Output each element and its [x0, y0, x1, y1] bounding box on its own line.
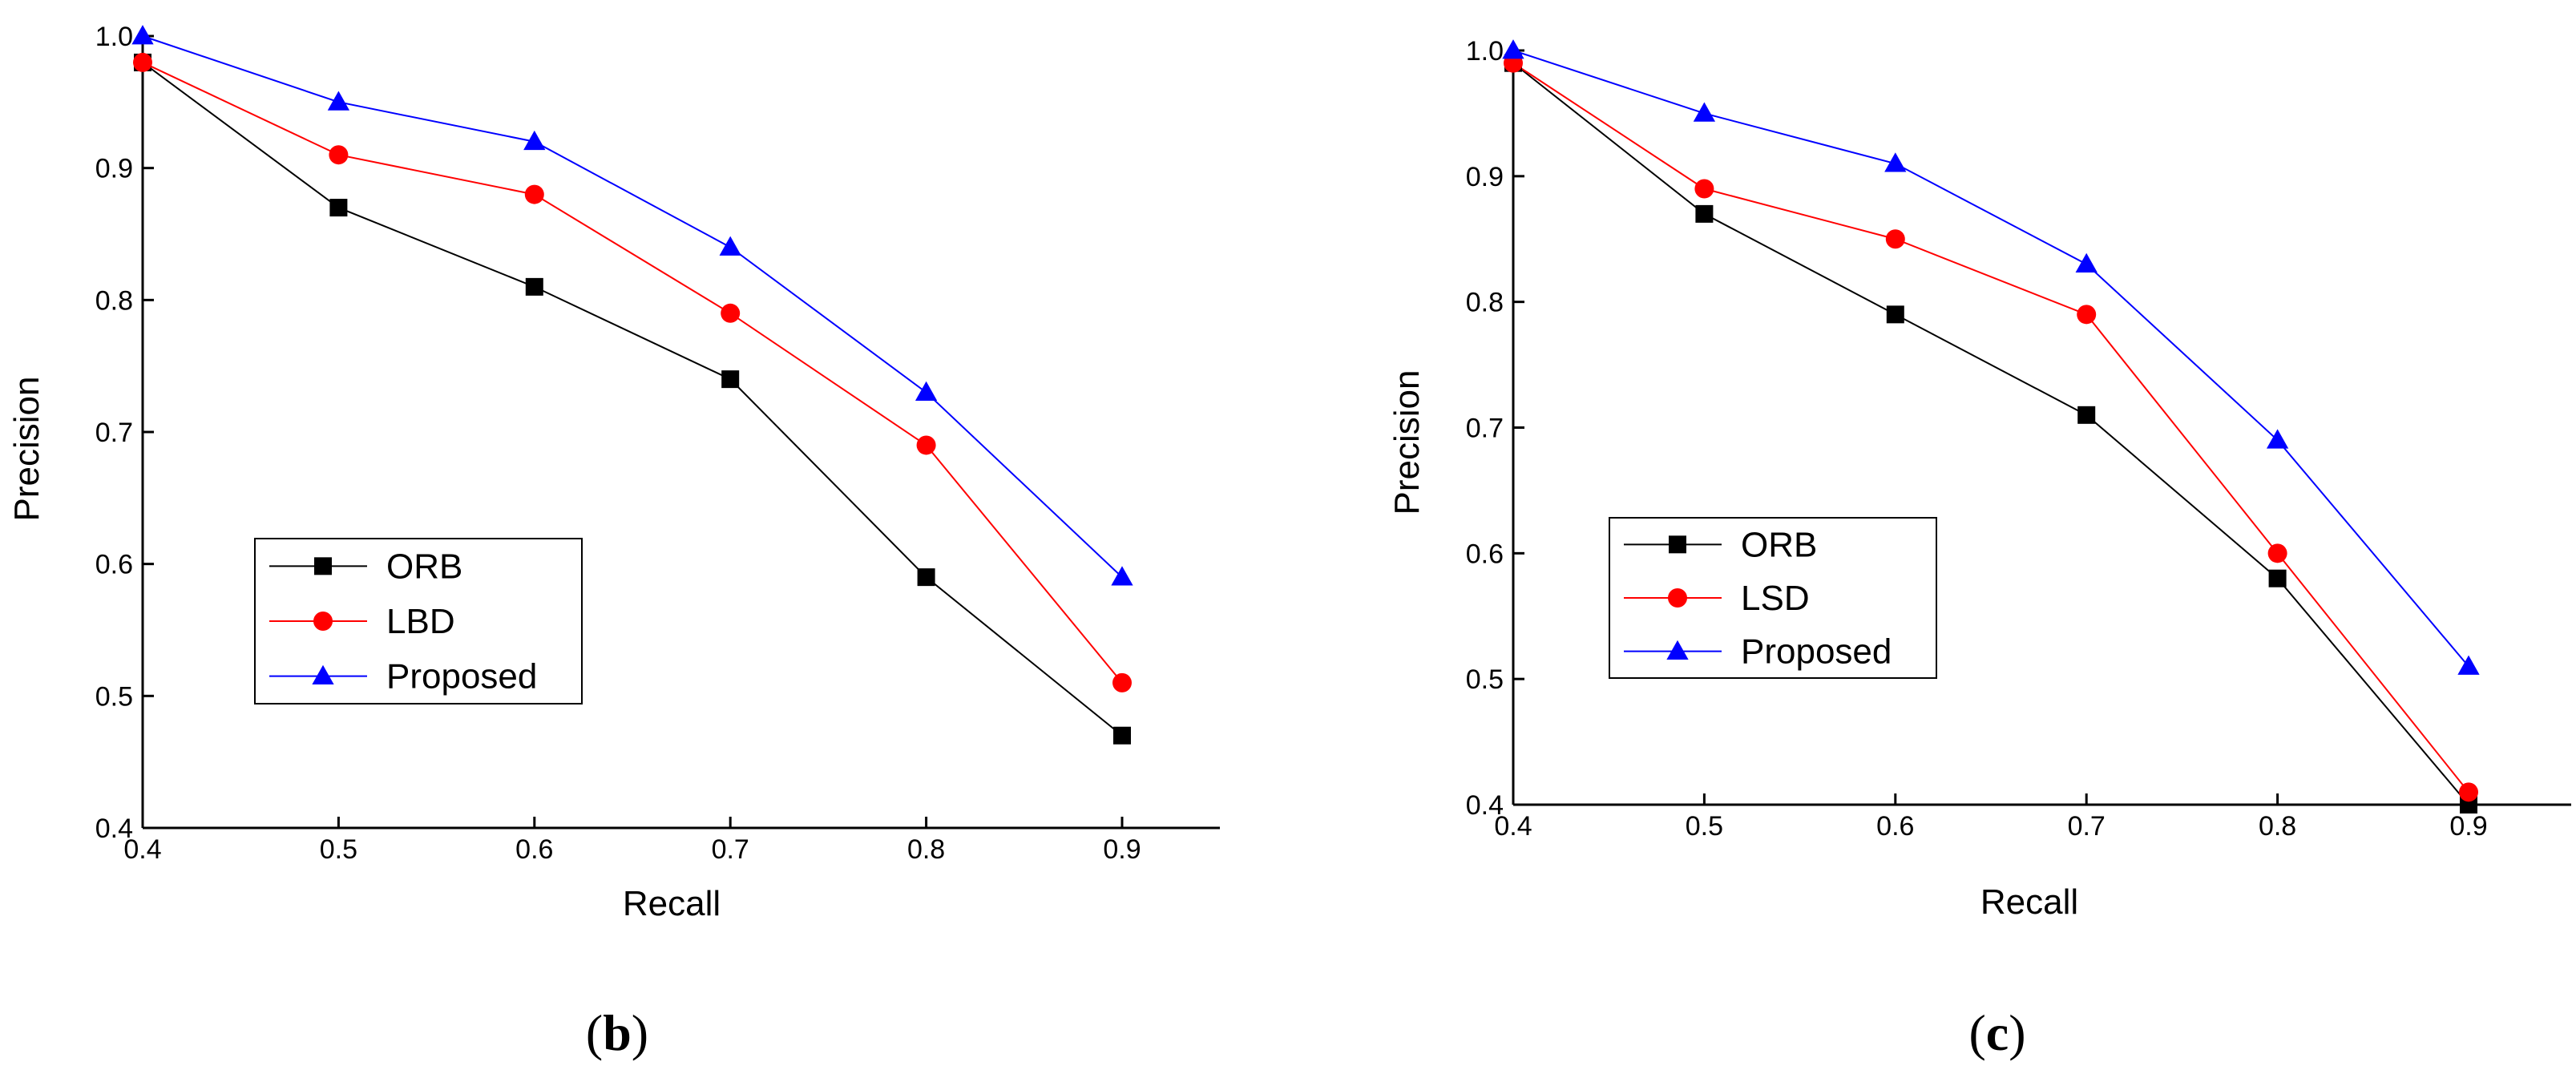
data-point-lsd [2459, 782, 2478, 802]
legend-label-lbd: LBD [386, 602, 455, 641]
data-point-orb [1113, 726, 1131, 745]
data-point-orb [1886, 305, 1904, 324]
data-point-orb [721, 370, 740, 389]
series-line-proposed [1512, 50, 2469, 668]
chart-b: 0.4 0.5 0.6 0.7 0.8 0.90.40.50.60.70.80.91.0 … [7, 22, 1220, 1061]
caption-open-paren: ( [586, 1004, 603, 1061]
legend-marker-lbd [313, 612, 333, 631]
caption-c: (c) [1968, 1004, 2025, 1061]
legend: ORB LBD Proposed [254, 538, 583, 704]
chart-c: 0.4 0.5 0.6 0.7 0.8 0.90.40.50.60.70.80.91.0 … [1387, 36, 2571, 1061]
x-tick-label: 0.4 [123, 834, 161, 865]
caption-close-paren: ) [2009, 1004, 2025, 1061]
legend-marker-orb [314, 557, 332, 575]
x-axis-label: Recall [1980, 882, 2078, 922]
legend-marker-orb [1669, 535, 1686, 554]
data-point-proposed [2266, 429, 2289, 449]
y-tick-label: 0.7 [1466, 414, 1504, 444]
series-line-lbd [142, 62, 1123, 684]
data-point-orb [329, 199, 348, 217]
x-tick-label: 0.6 [1876, 811, 1914, 842]
data-point-lsd [1694, 179, 1714, 199]
data-point-orb [525, 277, 543, 296]
data-point-proposed [2075, 252, 2098, 273]
legend-label-orb: ORB [386, 547, 462, 586]
data-point-orb [917, 568, 935, 587]
data-point-lbd [1112, 672, 1132, 692]
data-point-proposed [131, 25, 154, 45]
data-point-proposed [915, 381, 938, 401]
x-tick-label: 0.9 [2449, 811, 2487, 842]
caption-letter: c [1986, 1004, 2009, 1061]
data-point-lbd [524, 184, 544, 204]
data-point-proposed [1502, 39, 1524, 59]
data-point-proposed [1111, 566, 1133, 586]
data-point-proposed [2457, 655, 2480, 675]
x-tick-label: 0.5 [320, 834, 357, 865]
series-line-lsd [1512, 62, 2469, 793]
x-tick-label: 0.9 [1103, 834, 1141, 865]
caption-b: (b) [586, 1004, 648, 1061]
series-line-orb [1512, 62, 2469, 805]
x-tick-label: 0.8 [907, 834, 945, 865]
data-point-lbd [329, 145, 349, 165]
data-point-orb [2077, 406, 2096, 424]
x-tick-label: 0.5 [1686, 811, 1723, 842]
data-point-lsd [1885, 229, 1905, 249]
y-tick-label: 0.8 [95, 285, 133, 316]
legend-label-proposed: Proposed [1741, 632, 1892, 672]
caption-open-paren: ( [1968, 1004, 1985, 1061]
data-point-proposed [719, 236, 741, 256]
x-tick-label: 0.7 [712, 834, 749, 865]
data-point-lsd [2077, 305, 2097, 325]
data-point-proposed [327, 91, 350, 111]
x-tick-label: 0.6 [515, 834, 553, 865]
legend-label-proposed: Proposed [386, 657, 537, 696]
data-point-lbd [916, 435, 936, 455]
legend: ORB LSD Proposed [1609, 517, 1937, 679]
y-axis-label: Precision [1387, 370, 1427, 515]
y-tick-label: 0.6 [1466, 539, 1504, 569]
caption-close-paren: ) [632, 1004, 648, 1061]
axis-ticks: 0.4 0.5 0.6 0.7 0.8 0.9 0.4 0.5 0.6 0.7 0.8 0.9 1.0 [1466, 36, 2488, 842]
data-point-lbd [721, 303, 741, 323]
data-point-orb [1695, 204, 1714, 223]
legend-marker-lsd [1668, 588, 1687, 608]
data-point-proposed [523, 130, 546, 151]
x-axis-label: Recall [623, 884, 721, 923]
y-tick-label: 1.0 [95, 22, 133, 52]
series-line-proposed [142, 35, 1123, 578]
y-tick-label: 0.9 [1466, 162, 1504, 192]
x-tick-label: 0.7 [2068, 811, 2106, 842]
y-tick-label: 1.0 [1466, 36, 1504, 67]
y-tick-label: 0.6 [95, 550, 133, 580]
caption-letter: b [603, 1004, 632, 1061]
x-tick-label: 0.8 [2259, 811, 2296, 842]
axis-ticks: 0.4 0.5 0.6 0.7 0.8 0.9 0.4 0.5 0.6 0.7 0.8 0.9 1.0 [95, 22, 1141, 865]
data-point-lbd [133, 52, 152, 72]
legend-label-orb: ORB [1741, 525, 1817, 564]
data-point-proposed [1693, 102, 1716, 122]
y-tick-label: 0.5 [95, 681, 133, 712]
y-tick-label: 0.4 [1466, 790, 1504, 821]
x-tick-label: 0.4 [1494, 811, 1532, 842]
y-tick-label: 0.5 [1466, 664, 1504, 695]
series-line-orb [142, 62, 1123, 737]
y-tick-label: 0.8 [1466, 288, 1504, 318]
y-axis-label: Precision [7, 377, 46, 522]
legend-label-lsd: LSD [1741, 579, 1810, 618]
data-point-lsd [2267, 543, 2287, 563]
data-point-proposed [1884, 152, 1907, 172]
y-tick-label: 0.7 [95, 418, 133, 448]
series-group [131, 25, 1133, 745]
y-tick-label: 0.4 [95, 813, 133, 844]
legend-marker-proposed [312, 664, 334, 685]
data-point-orb [2268, 569, 2287, 587]
series-group [1502, 39, 2480, 813]
y-tick-label: 0.9 [95, 154, 133, 184]
legend-marker-proposed [1666, 640, 1689, 660]
